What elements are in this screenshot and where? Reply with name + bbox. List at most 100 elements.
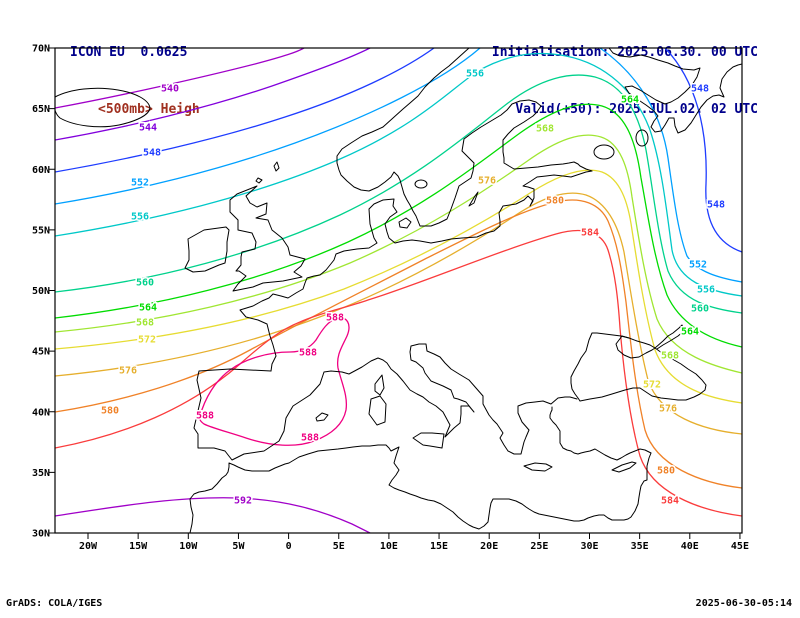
coastline-kola-whitesea bbox=[608, 48, 742, 134]
map-frame bbox=[54, 47, 743, 534]
height-contours bbox=[55, 48, 742, 533]
valid-time: Valid(+50): 2025.JUL.02. 02 UTC bbox=[515, 102, 758, 117]
contour-label-572: 572 bbox=[643, 380, 661, 391]
island-orkney bbox=[255, 177, 263, 184]
field-title: <500mb> Heigh bbox=[98, 102, 200, 117]
contour-588-high bbox=[198, 317, 350, 446]
contour-568 bbox=[55, 134, 742, 374]
contour-label-552: 552 bbox=[131, 178, 149, 189]
contour-label-588: 588 bbox=[196, 411, 214, 422]
coastline-ireland bbox=[184, 226, 230, 273]
contour-552-west bbox=[55, 48, 481, 205]
lat-tick-label: 50N bbox=[32, 286, 50, 297]
island-crete bbox=[523, 462, 553, 472]
lat-tick-label: 35N bbox=[32, 468, 50, 479]
lon-tick-label: 40E bbox=[681, 541, 699, 552]
contour-label-564: 564 bbox=[621, 95, 639, 106]
contour-label-556: 556 bbox=[131, 212, 149, 223]
lon-tick-label: 10E bbox=[380, 541, 398, 552]
contour-label-568: 568 bbox=[536, 124, 554, 135]
contour-label-540: 540 bbox=[161, 84, 179, 95]
axis-layer: 70N 65N 60N 55N 50N 45N 40N 35N 30N 20W 15W 10W 5W 0 5… bbox=[32, 44, 749, 553]
contour-576 bbox=[55, 192, 742, 435]
island-sardinia bbox=[368, 395, 387, 426]
contour-label-572: 572 bbox=[138, 335, 156, 346]
contour-label-556: 556 bbox=[466, 69, 484, 80]
contour-label-564: 564 bbox=[681, 327, 699, 338]
coastline-nw-europe bbox=[239, 170, 593, 372]
island-zealand bbox=[398, 217, 412, 229]
lon-tick-label: 15W bbox=[129, 541, 148, 552]
contour-label-580: 580 bbox=[657, 466, 675, 477]
lon-tick-label: 0 bbox=[286, 541, 292, 552]
coastline-turkey-west bbox=[549, 406, 652, 461]
contour-label-560: 560 bbox=[691, 304, 709, 315]
lon-tick-label: 10W bbox=[179, 541, 198, 552]
contour-560 bbox=[55, 74, 742, 314]
contour-label-580: 580 bbox=[101, 406, 119, 417]
lon-tick-label: 35E bbox=[631, 541, 649, 552]
contour-572 bbox=[55, 169, 742, 404]
contour-label-588: 588 bbox=[326, 313, 344, 324]
contour-label-580: 580 bbox=[546, 196, 564, 207]
lake-vanern bbox=[414, 179, 428, 189]
contour-592 bbox=[55, 497, 371, 533]
lat-tick-label: 30N bbox=[32, 529, 50, 540]
lon-tick-label: 5W bbox=[232, 541, 245, 552]
lat-tick-label: 55N bbox=[32, 225, 50, 236]
lon-tick-label: 30E bbox=[580, 541, 598, 552]
lat-tick-label: 65N bbox=[32, 104, 50, 115]
model-title: ICON EU 0.0625 bbox=[70, 45, 188, 60]
lat-tick-label: 40N bbox=[32, 407, 50, 418]
coastline-mainland-south bbox=[193, 343, 578, 461]
coastline-blacksea-west bbox=[570, 332, 630, 402]
lake-ladoga bbox=[593, 144, 615, 160]
contour-540 bbox=[55, 48, 305, 109]
coastline-azov bbox=[654, 324, 685, 350]
coastlines bbox=[55, 48, 742, 533]
contour-548-low bbox=[664, 48, 742, 253]
island-shetland bbox=[273, 161, 280, 172]
contour-label-568: 568 bbox=[136, 318, 154, 329]
coastline-scandinavia bbox=[336, 48, 593, 227]
island-mallorca bbox=[315, 412, 329, 422]
island-gotland bbox=[468, 191, 479, 207]
contour-label-548: 548 bbox=[707, 200, 725, 211]
timestamp: 2025-06-30-05:14 bbox=[695, 598, 792, 609]
contour-label-544: 544 bbox=[139, 123, 157, 134]
header-left: ICON EU 0.0625 <500mb> Heigh bbox=[70, 5, 200, 157]
lat-tick-label: 45N bbox=[32, 347, 50, 358]
contour-label-588: 588 bbox=[299, 348, 317, 359]
contour-label-548: 548 bbox=[143, 148, 161, 159]
lon-tick-label: 15E bbox=[430, 541, 448, 552]
contour-label-592: 592 bbox=[234, 496, 252, 507]
island-corsica bbox=[374, 374, 385, 396]
lon-tick-label: 20W bbox=[79, 541, 98, 552]
lon-tick-label: 45E bbox=[731, 541, 749, 552]
contour-labels-layer: 540 544 548 548 548 552 552 556 556 556 560 560 564 5… bbox=[99, 67, 726, 508]
lon-tick-label: 20E bbox=[480, 541, 498, 552]
contour-label-552: 552 bbox=[689, 260, 707, 271]
contour-label-584: 584 bbox=[581, 228, 599, 239]
contour-556 bbox=[55, 52, 742, 297]
island-sicily bbox=[412, 432, 445, 449]
contour-label-560: 560 bbox=[136, 278, 154, 289]
contour-564 bbox=[55, 103, 742, 348]
contour-label-576: 576 bbox=[478, 176, 496, 187]
contour-548-west bbox=[55, 48, 435, 173]
contour-544 bbox=[55, 48, 371, 141]
contour-label-556: 556 bbox=[697, 285, 715, 296]
coastline-north-africa bbox=[189, 444, 652, 533]
contour-label-568: 568 bbox=[661, 351, 679, 362]
header-right: Initialisation: 2025.06.30. 00 UTC Valid… bbox=[492, 5, 758, 157]
island-cyprus bbox=[611, 461, 637, 473]
lat-tick-label: 70N bbox=[32, 44, 50, 55]
contour-label-576: 576 bbox=[119, 366, 137, 377]
lon-tick-label: 25E bbox=[530, 541, 548, 552]
coastline-blacksea-south bbox=[579, 347, 707, 402]
contour-label-584: 584 bbox=[661, 496, 679, 507]
coastline-britain bbox=[229, 185, 306, 292]
contour-580 bbox=[55, 199, 742, 489]
